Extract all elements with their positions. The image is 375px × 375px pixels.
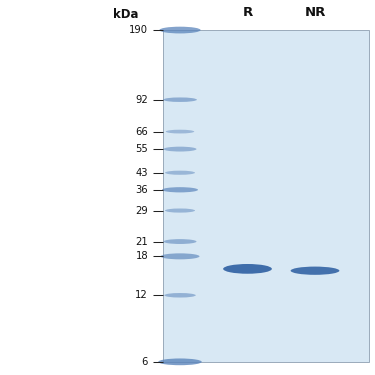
Text: kDa: kDa: [113, 8, 138, 21]
Text: 92: 92: [135, 95, 148, 105]
Ellipse shape: [159, 27, 201, 33]
Text: 66: 66: [135, 127, 148, 136]
Ellipse shape: [162, 187, 198, 192]
Text: 6: 6: [142, 357, 148, 367]
Text: 55: 55: [135, 144, 148, 154]
Text: 190: 190: [129, 25, 148, 35]
Text: 36: 36: [135, 185, 148, 195]
Ellipse shape: [165, 209, 195, 213]
Text: 18: 18: [135, 251, 148, 261]
Ellipse shape: [164, 239, 196, 244]
Text: 12: 12: [135, 290, 148, 300]
Text: 21: 21: [135, 237, 148, 246]
FancyBboxPatch shape: [163, 30, 369, 362]
Ellipse shape: [166, 130, 194, 134]
Ellipse shape: [160, 254, 200, 260]
Text: 43: 43: [136, 168, 148, 178]
Ellipse shape: [158, 358, 202, 365]
Text: NR: NR: [304, 6, 326, 19]
Ellipse shape: [163, 98, 197, 102]
Ellipse shape: [164, 293, 196, 297]
Ellipse shape: [291, 267, 339, 275]
Ellipse shape: [165, 171, 195, 175]
Ellipse shape: [223, 264, 272, 274]
Ellipse shape: [164, 147, 196, 152]
Text: R: R: [242, 6, 253, 19]
Text: 29: 29: [135, 206, 148, 216]
